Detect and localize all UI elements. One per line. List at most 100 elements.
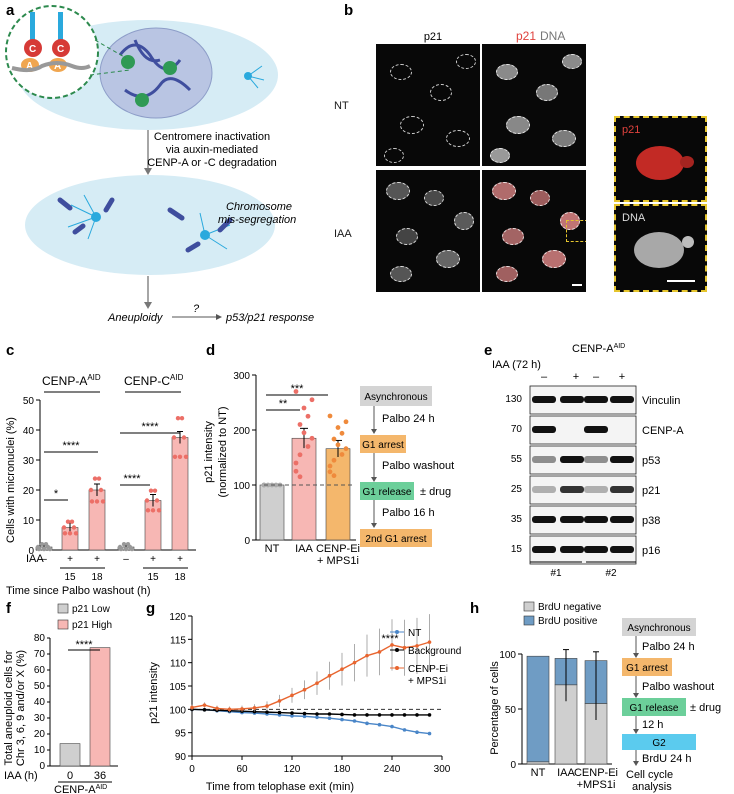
step-text-1: Centromere inactivation — [154, 131, 270, 143]
f-ytick-label: 70 — [34, 649, 46, 660]
c-point — [67, 531, 73, 536]
h-flow-text: analysis — [632, 781, 672, 793]
g-point — [290, 714, 294, 718]
d-flow-g1release — [360, 482, 414, 500]
e-mw: 15 — [511, 544, 523, 555]
c-point — [92, 476, 98, 481]
d-ylabel-2: (normalized to NT) — [217, 406, 229, 497]
c-ytick-label: 40 — [23, 426, 35, 437]
g-legend-cenp-2: + MPS1i — [408, 676, 446, 687]
f-y-axis: 0 10 20 30 40 50 60 70 80 — [34, 633, 118, 772]
c-ytick-label: 0 — [28, 546, 34, 557]
c-time: 15 — [64, 572, 76, 583]
d-flow-text: G1 release — [363, 487, 412, 498]
c-ytick-label: 30 — [23, 456, 35, 467]
panel-c: c CENP-AAID CENP-CAID Cells with micronu… — [5, 342, 196, 597]
g-point — [265, 710, 269, 714]
c-point — [172, 454, 178, 459]
d-flow-text: Palbo washout — [382, 460, 454, 472]
cenp-a-letter: A — [26, 61, 33, 72]
f-ytick-label: 80 — [34, 633, 46, 644]
panel-label-d: d — [206, 342, 215, 359]
g-ytick-label: 105 — [169, 682, 186, 693]
g-point — [340, 667, 344, 671]
h-legend-neg-swatch — [523, 601, 535, 612]
panel-b: b p21 p21 DNA NT IAA — [334, 0, 734, 330]
panel-label-h: h — [470, 600, 479, 617]
g-point — [202, 703, 207, 707]
row-label-iaa: IAA — [334, 228, 352, 240]
panel-label-b: b — [344, 2, 353, 19]
g-ytick-label: 95 — [175, 729, 187, 740]
arrow-2-head — [144, 302, 152, 309]
scale-bar — [572, 284, 582, 286]
c-point — [43, 541, 49, 547]
d-flow-text: G1 arrest — [362, 440, 404, 451]
f-bar — [89, 647, 111, 767]
g-point — [290, 693, 294, 698]
g-series-line — [191, 708, 430, 735]
c-iaa-sign: – — [41, 554, 47, 565]
inset-p21: p21 — [614, 116, 707, 202]
c-point — [35, 544, 41, 550]
g-point — [390, 713, 394, 717]
g-legend-cenp: CENP-Ei — [408, 664, 448, 675]
h-legend-neg: BrdU negative — [538, 602, 602, 613]
g-point — [427, 713, 432, 717]
zoom-circle — [5, 5, 99, 99]
e-mw: 55 — [511, 454, 523, 465]
cenp-c-letter: C — [29, 44, 36, 55]
question-mark: ? — [193, 303, 200, 315]
d-point — [305, 413, 311, 419]
f-cat: 36 — [94, 770, 106, 782]
g-point — [190, 705, 194, 710]
e-band — [560, 546, 584, 553]
f-ytick-label: 10 — [34, 745, 46, 756]
d-flow-2ndarrest — [360, 529, 432, 547]
h-flow-g1release — [622, 698, 686, 716]
g-point — [365, 713, 369, 717]
e-sign: + — [619, 371, 625, 383]
d-point — [339, 430, 345, 436]
centromere-marker — [163, 61, 177, 75]
d-point — [309, 435, 315, 441]
c-y-axis: 0 10 20 30 40 50 — [23, 396, 196, 557]
c-point — [73, 531, 79, 536]
response-text: p53/p21 response — [225, 312, 314, 324]
c-ylabel: Cells with micronuclei (%) — [5, 417, 17, 543]
microtubule — [30, 12, 35, 50]
g-point — [352, 660, 357, 665]
d-point — [327, 413, 333, 419]
c-iaa-signs: – + + – + + — [41, 554, 183, 565]
g-point — [340, 717, 344, 722]
f-sig: **** — [75, 639, 93, 651]
centromere-marker — [135, 93, 149, 107]
c-point — [123, 546, 129, 552]
c-point — [88, 487, 94, 493]
d-cat: + MPS1i — [317, 555, 359, 567]
f-ytick-label: 60 — [34, 665, 46, 676]
centromere-marker — [121, 55, 135, 69]
h-ytick-label: 0 — [510, 760, 516, 771]
c-sig: **** — [141, 421, 159, 433]
row-label-nt: NT — [334, 100, 349, 112]
h-cat: CENP-Ei — [574, 767, 618, 779]
d-point — [293, 460, 299, 466]
group-label-cenp-c: CENP-CAID — [124, 373, 184, 388]
h-ylabel: Percentage of cells — [489, 661, 501, 755]
g-point — [365, 653, 369, 658]
d-point — [297, 422, 303, 427]
c-iaa-sign: + — [94, 554, 100, 565]
c-point — [171, 435, 177, 440]
g-sig: **** — [381, 633, 399, 645]
g-point — [315, 715, 319, 720]
c-point — [152, 488, 158, 493]
e-band — [584, 426, 608, 433]
g-ytick-label: 100 — [169, 705, 186, 716]
nucleus — [99, 27, 213, 119]
g-point — [277, 699, 282, 703]
f-ytick-label: 0 — [39, 761, 45, 772]
g-xtick-label: 300 — [434, 764, 451, 775]
e-mw: 35 — [511, 514, 523, 525]
c-significance: * **** **** **** — [44, 391, 181, 501]
